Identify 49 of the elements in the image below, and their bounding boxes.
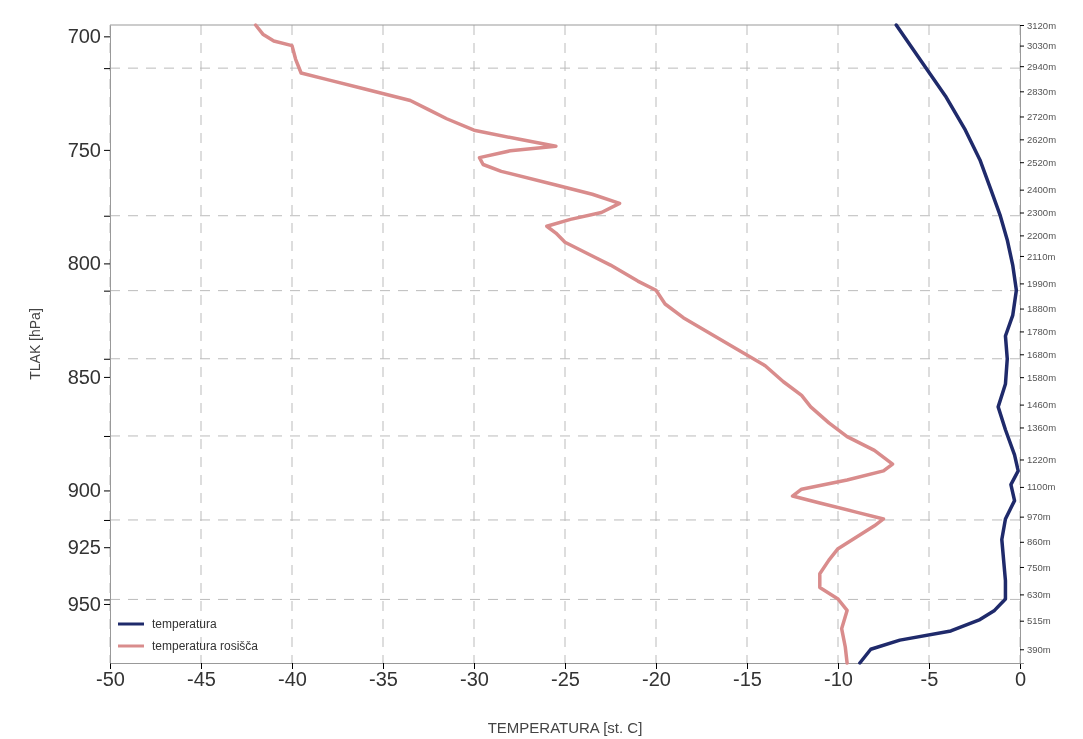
y-tick-label: 1680m: [1027, 348, 1057, 360]
y-tick-label: 2830m: [1027, 85, 1057, 97]
y-tick-label: 2940m: [1027, 60, 1057, 72]
y-tick-label: 390m: [1027, 643, 1051, 655]
y-tick-label: 1220m: [1027, 454, 1057, 466]
legend-label: temperatura: [152, 617, 218, 631]
y2-tick-label: 950: [67, 592, 101, 615]
y2-tick-label: 800: [67, 252, 101, 275]
x-tick-label: -30: [460, 668, 489, 691]
y-tick-label: 1360m: [1027, 422, 1057, 434]
x-tick-label: -10: [824, 668, 853, 691]
y-tick-label: 750m: [1027, 561, 1051, 573]
x-tick-label: -25: [551, 668, 580, 691]
y2-tick-label: 850: [67, 365, 101, 388]
y-tick-label: 1880m: [1027, 303, 1057, 315]
y-tick-label: 2110m: [1027, 250, 1056, 262]
y-tick-label: 515m: [1027, 615, 1051, 627]
y-tick-label: 630m: [1027, 588, 1051, 600]
y-tick-label: 2620m: [1027, 133, 1057, 145]
y-tick-label: 2720m: [1027, 111, 1057, 123]
y-tick-label: 1580m: [1027, 371, 1057, 383]
y2-tick-label: 900: [67, 479, 101, 502]
y-tick-label: 3120m: [1027, 19, 1057, 31]
y-tick-label: 2520m: [1027, 156, 1057, 168]
y-tick-label: 2300m: [1027, 207, 1057, 219]
y-tick-label: 970m: [1027, 511, 1051, 523]
x-tick-label: 0: [1014, 668, 1027, 691]
y-tick-label: 1100m: [1027, 481, 1056, 493]
x-tick-label: -35: [369, 668, 398, 691]
line-series: [858, 23, 1020, 665]
y-tick-label: 3030m: [1027, 40, 1057, 52]
x-tick-label: -50: [96, 668, 125, 691]
x-tick-label: -40: [278, 668, 307, 691]
legend-label: temperatura rosišča: [152, 639, 259, 653]
x-tick-label: -5: [920, 668, 939, 691]
x-tick-label: -15: [733, 668, 762, 691]
y2-axis-title: TLAK [hPa]: [27, 308, 43, 380]
y2-tick-label: 750: [67, 138, 101, 161]
y-tick-label: 860m: [1027, 536, 1051, 548]
y-tick-label: 1460m: [1027, 399, 1057, 411]
y-tick-label: 1780m: [1027, 325, 1057, 337]
x-tick-label: -20: [642, 668, 671, 691]
y-tick-label: 1990m: [1027, 277, 1057, 289]
y2-tick-label: 925: [67, 536, 101, 559]
y2-tick-label: 700: [67, 25, 101, 48]
y-tick-label: 2400m: [1027, 184, 1057, 196]
y-tick-label: 2200m: [1027, 229, 1057, 241]
x-axis-title: TEMPERATURA [st. C]: [487, 719, 643, 736]
x-tick-label: -45: [187, 668, 216, 691]
